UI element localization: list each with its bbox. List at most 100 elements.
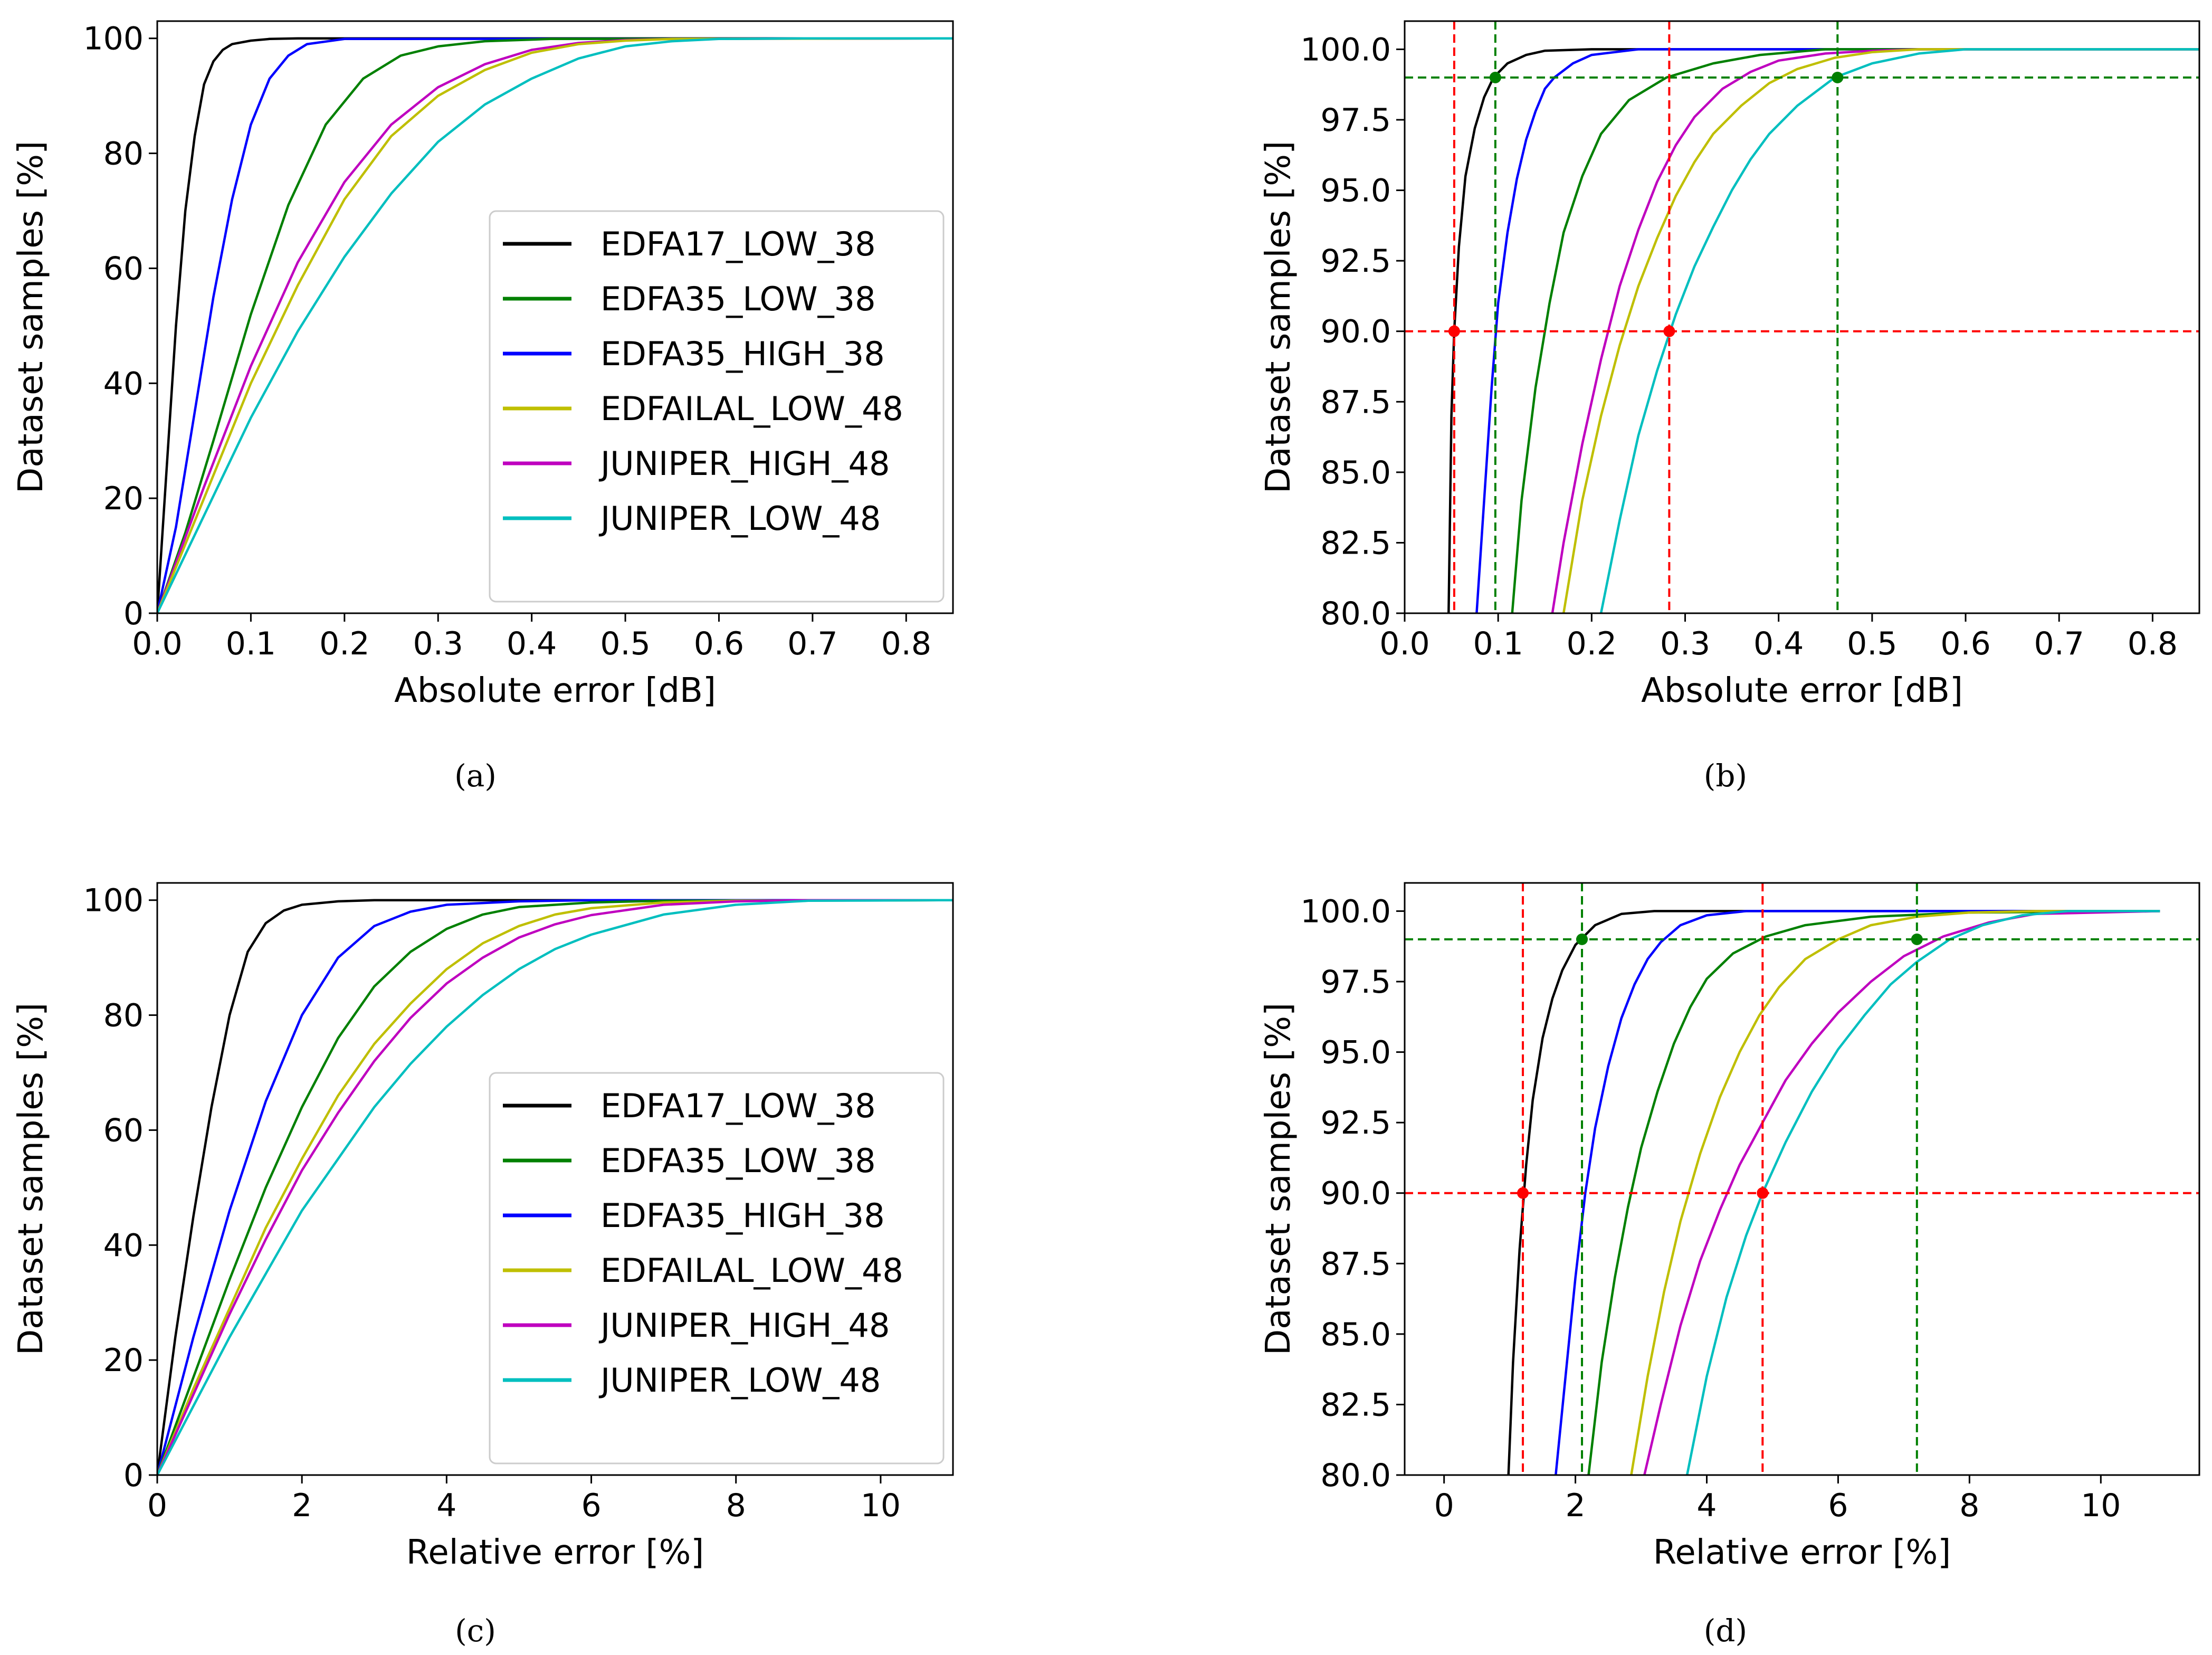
axes-frame <box>156 882 954 1476</box>
legend-entry: EDFA35_LOW_38 <box>600 280 876 318</box>
x-tick-label: 0.7 <box>2034 625 2084 662</box>
series-line-edfa35-high-38 <box>1555 910 2160 1475</box>
y-tick-label: 95.0 <box>1320 1034 1391 1071</box>
series-line-edfailal-low-48 <box>1630 910 2160 1475</box>
series-line-edfa35-low-38 <box>1587 910 2160 1475</box>
x-tick-label: 0.3 <box>413 625 463 662</box>
reference-marker <box>1911 933 1923 945</box>
x-tick-label: 8 <box>726 1487 746 1524</box>
y-axis-label: Dataset samples [%] <box>12 1003 51 1355</box>
x-tick-label: 0.4 <box>507 625 557 662</box>
series-line-edfailal-low-48 <box>157 37 953 613</box>
plot-area <box>1405 21 2199 613</box>
legend-entry: EDFA35_LOW_38 <box>600 1142 876 1180</box>
x-axis-label: Absolute error [dB] <box>1641 671 1963 710</box>
y-tick-label: 60 <box>103 250 144 287</box>
panel-caption: (b) <box>1704 758 1747 794</box>
x-tick-label: 8 <box>1959 1487 1979 1524</box>
series-line-edfa17-low-38 <box>1447 48 2199 613</box>
series-line-edfa35-high-38 <box>1475 48 2199 613</box>
legend: EDFA17_LOW_38 EDFA35_LOW_38 EDFA35_HIGH_38… <box>489 210 945 603</box>
x-tick-label: 0.6 <box>694 625 744 662</box>
series-line-edfa35-high-38 <box>157 37 953 613</box>
y-tick-label: 80.0 <box>1320 1457 1391 1494</box>
series-line-edfa35-low-38 <box>157 899 953 1475</box>
x-tick-label: 2 <box>292 1487 312 1524</box>
x-tick-label: 6 <box>581 1487 601 1524</box>
reference-marker <box>1757 1187 1769 1199</box>
y-tick-label: 85.0 <box>1320 1316 1391 1353</box>
y-tick-label: 40 <box>103 365 144 402</box>
series-line-juniper-low-48 <box>157 899 953 1475</box>
panel-a: 0.0 0.1 0.2 0.3 0.4 0.5 0.6 0.7 0.8 0 20 40 60 80 100 A… <box>12 20 954 794</box>
x-tick-label: 0.5 <box>1847 625 1897 662</box>
legend-entry: JUNIPER_HIGH_48 <box>598 1306 890 1345</box>
legend-entry: EDFA35_HIGH_38 <box>600 1196 885 1235</box>
x-tick-label: 4 <box>1696 1487 1717 1524</box>
y-axis-label: Dataset samples [%] <box>1259 141 1298 493</box>
x-tick-label: 6 <box>1828 1487 1848 1524</box>
y-tick-label: 100.0 <box>1300 31 1391 68</box>
panel-d: 0 2 4 6 8 10 80.0 82.5 85.0 87.5 90.0 92.5 95.0 97.5 1… <box>1259 882 2200 1649</box>
y-tick-label: 87.5 <box>1320 384 1391 421</box>
x-tick-label: 0 <box>147 1487 167 1524</box>
x-tick-label: 0.0 <box>1379 625 1429 662</box>
x-tick-label: 0.6 <box>1940 625 1990 662</box>
axes-frame <box>1404 882 2200 1476</box>
x-tick-label: 0.4 <box>1753 625 1804 662</box>
plot-area <box>1405 883 2199 1475</box>
y-tick-label: 82.5 <box>1320 525 1391 562</box>
reference-marker <box>1489 71 1501 83</box>
series-line-edfa17-low-38 <box>1507 910 2160 1475</box>
y-tick-label: 85.0 <box>1320 454 1391 491</box>
x-tick-label: 0.5 <box>600 625 650 662</box>
y-tick-label: 95.0 <box>1320 173 1391 210</box>
x-tick-label: 0.1 <box>1473 625 1523 662</box>
legend-frame <box>489 210 945 603</box>
legend-entry: EDFAILAL_LOW_48 <box>600 1251 903 1290</box>
x-tick-label: 0.3 <box>1660 625 1710 662</box>
y-tick-label: 100 <box>83 882 144 919</box>
series-line-edfailal-low-48 <box>1562 48 2199 613</box>
y-tick-label: 97.5 <box>1320 102 1391 139</box>
x-tick-label: 0.1 <box>226 625 276 662</box>
y-tick-label: 82.5 <box>1320 1386 1391 1423</box>
series-line-edfa35-low-38 <box>157 37 953 613</box>
x-tick-label: 0.2 <box>319 625 369 662</box>
legend-entry: EDFAILAL_LOW_48 <box>600 389 903 428</box>
y-axis-label: Dataset samples [%] <box>12 141 51 493</box>
series-line-edfa35-high-38 <box>157 899 953 1475</box>
legend-entry: JUNIPER_LOW_48 <box>598 1361 881 1400</box>
y-tick-label: 92.5 <box>1320 1105 1391 1142</box>
y-tick-label: 0 <box>123 595 144 632</box>
y-tick-label: 40 <box>103 1227 144 1264</box>
y-tick-label: 100 <box>83 21 144 58</box>
y-tick-label: 20 <box>103 480 144 517</box>
series-line-edfa35-low-38 <box>1511 48 2199 613</box>
y-axis-label: Dataset samples [%] <box>1259 1003 1298 1355</box>
series-line-juniper-low-48 <box>1685 910 2160 1475</box>
series-line-edfa17-low-38 <box>157 899 953 1475</box>
legend-entry: JUNIPER_HIGH_48 <box>598 444 890 483</box>
reference-marker <box>1576 933 1588 945</box>
y-tick-label: 0 <box>123 1457 144 1494</box>
series-line-edfailal-low-48 <box>157 899 953 1475</box>
y-tick-label: 20 <box>103 1342 144 1379</box>
y-tick-label: 80 <box>103 997 144 1034</box>
reference-marker <box>1663 325 1675 337</box>
axes-frame <box>1404 20 2200 614</box>
panel-caption: (c) <box>455 1613 496 1649</box>
x-tick-label: 10 <box>2081 1487 2121 1524</box>
x-tick-label: 2 <box>1566 1487 1586 1524</box>
x-tick-label: 4 <box>436 1487 456 1524</box>
legend-entry: EDFA35_HIGH_38 <box>600 335 885 373</box>
y-tick-label: 100.0 <box>1300 893 1391 930</box>
axes-frame <box>156 20 954 614</box>
x-tick-label: 0.8 <box>2128 625 2178 662</box>
legend-entry: EDFA17_LOW_38 <box>600 225 876 263</box>
series-line-edfa17-low-38 <box>157 37 953 613</box>
x-tick-label: 0.7 <box>787 625 837 662</box>
y-tick-label: 90.0 <box>1320 1175 1391 1212</box>
